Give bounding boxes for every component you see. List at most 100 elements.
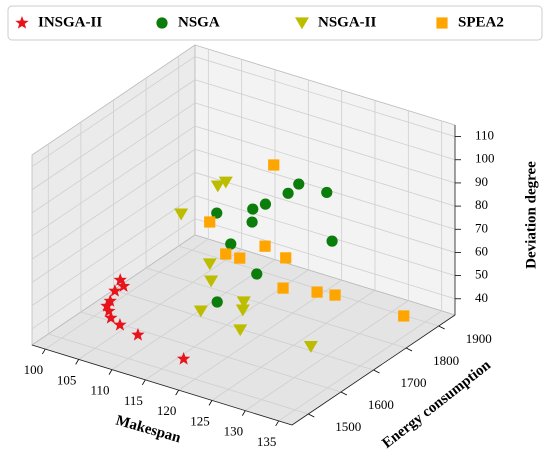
point xyxy=(246,216,258,228)
point xyxy=(280,252,292,264)
point xyxy=(193,305,208,318)
point xyxy=(236,296,251,309)
z-axis-label: Deviation degree xyxy=(523,161,539,269)
y-tick-label: 1600 xyxy=(368,397,394,412)
grid-line xyxy=(31,218,196,330)
y-tick xyxy=(340,391,348,396)
point xyxy=(225,238,237,250)
grid-line xyxy=(80,311,342,393)
x-tick-label: 120 xyxy=(157,403,177,418)
point xyxy=(176,351,191,365)
grid-line xyxy=(48,333,309,415)
point xyxy=(233,324,248,337)
z-tick-label: 110 xyxy=(475,128,494,143)
grid-line xyxy=(31,195,196,306)
point xyxy=(321,186,333,199)
legend-label: INSGA-II xyxy=(38,14,102,30)
x-tick-label: 105 xyxy=(57,372,77,387)
grid-line xyxy=(194,172,456,253)
grid-line xyxy=(31,148,196,260)
point xyxy=(259,240,271,252)
point xyxy=(211,207,223,219)
y-tick xyxy=(438,325,445,330)
x-tick-label: 135 xyxy=(257,434,277,449)
z-tick-label: 60 xyxy=(475,243,488,258)
z-tick-label: 100 xyxy=(475,151,495,166)
y-axis-label: Energy consumption xyxy=(379,357,494,452)
point xyxy=(247,203,259,215)
point xyxy=(303,341,318,353)
point xyxy=(104,310,118,324)
axis-line xyxy=(31,344,293,426)
y-tick xyxy=(308,413,315,418)
point xyxy=(204,216,216,228)
y-tick-label: 1900 xyxy=(466,331,492,346)
grid-line xyxy=(194,125,456,207)
y-tick xyxy=(373,369,380,374)
point xyxy=(211,296,223,308)
point xyxy=(113,317,127,331)
point xyxy=(220,248,232,260)
point xyxy=(108,283,122,297)
grid-line xyxy=(31,125,196,237)
point xyxy=(326,235,338,247)
x-tick xyxy=(141,379,146,386)
x-tick xyxy=(208,400,213,406)
point xyxy=(100,299,114,312)
x-tick-label: 125 xyxy=(190,413,210,428)
grid-line xyxy=(31,56,196,167)
grid-line xyxy=(194,79,456,161)
z-tick-label: 40 xyxy=(475,290,488,305)
x-tick-label: 115 xyxy=(124,393,143,408)
legend-marker xyxy=(156,17,168,29)
point xyxy=(235,304,250,317)
grid-line xyxy=(194,102,456,184)
legend-label: SPEA2 xyxy=(458,14,504,30)
point xyxy=(174,208,189,221)
x-tick-label: 100 xyxy=(24,362,44,377)
legend-label: NSGA xyxy=(178,14,220,30)
grid-line xyxy=(31,102,196,214)
z-tick-label: 80 xyxy=(475,197,488,212)
point xyxy=(282,187,294,199)
legend-marker xyxy=(436,17,448,29)
point xyxy=(251,268,263,280)
axis-line xyxy=(291,314,456,426)
point xyxy=(103,294,117,307)
x-tick xyxy=(41,348,46,355)
point xyxy=(113,273,127,286)
point xyxy=(293,178,305,190)
x-tick xyxy=(241,410,246,416)
legend-marker xyxy=(295,17,309,30)
point xyxy=(398,310,410,322)
legend-marker xyxy=(15,16,29,29)
point xyxy=(210,180,225,193)
y-tick-label: 1800 xyxy=(433,353,459,368)
point xyxy=(234,252,246,264)
grid-line xyxy=(145,267,407,349)
grid-line xyxy=(31,172,196,283)
x-tick-label: 110 xyxy=(90,383,109,398)
x-tick xyxy=(108,369,113,375)
x-tick xyxy=(275,420,280,427)
point xyxy=(259,198,272,210)
z-tick-label: 90 xyxy=(475,174,488,189)
point xyxy=(277,282,289,294)
x-tick-label: 130 xyxy=(224,424,244,439)
legend-box xyxy=(7,5,543,41)
grid-line xyxy=(194,56,456,137)
point xyxy=(116,279,131,292)
y-tick-label: 1500 xyxy=(335,419,361,434)
grid-line xyxy=(194,195,456,276)
z-tick-label: 70 xyxy=(475,220,488,235)
legend-label: NSGA-II xyxy=(318,14,377,30)
point xyxy=(268,159,280,171)
point xyxy=(311,286,323,298)
x-tick xyxy=(75,359,80,365)
grid-line xyxy=(194,218,456,300)
point xyxy=(329,289,341,301)
grid-line xyxy=(31,79,196,191)
point xyxy=(218,176,233,189)
point xyxy=(102,304,116,317)
